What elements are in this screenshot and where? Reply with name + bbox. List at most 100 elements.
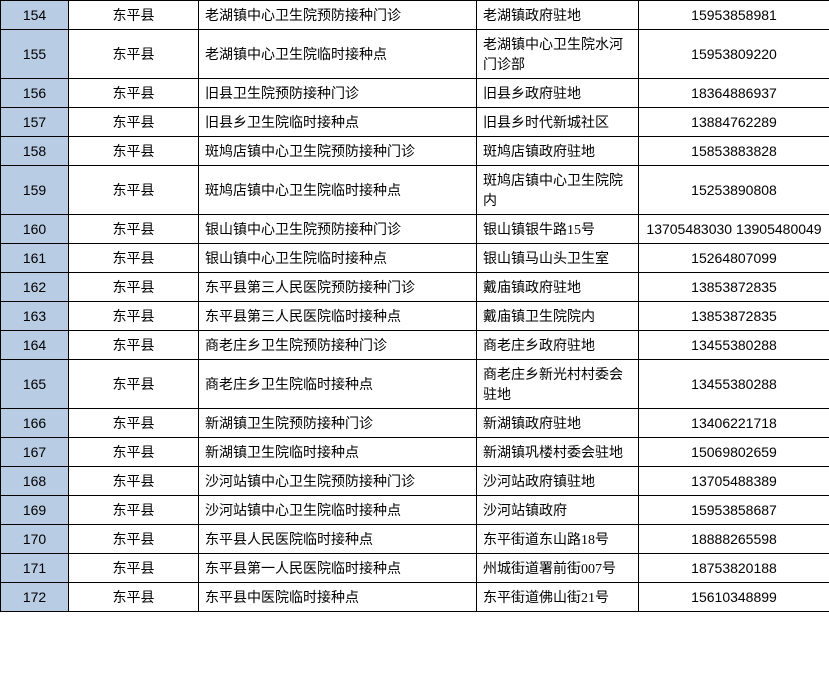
table-row: 169东平县沙河站镇中心卫生院临时接种点沙河站镇政府15953858687	[1, 496, 829, 525]
row-address: 商老庄乡新光村村委会驻地	[477, 360, 639, 409]
row-index: 170	[1, 525, 69, 554]
row-address: 沙河站政府镇驻地	[477, 467, 639, 496]
row-county: 东平县	[69, 360, 199, 409]
row-phone: 13455380288	[639, 360, 829, 409]
row-facility: 东平县第三人民医院预防接种门诊	[199, 273, 477, 302]
row-address: 沙河站镇政府	[477, 496, 639, 525]
row-phone: 15853883828	[639, 137, 829, 166]
row-facility: 新湖镇卫生院预防接种门诊	[199, 409, 477, 438]
row-facility: 斑鸠店镇中心卫生院预防接种门诊	[199, 137, 477, 166]
row-index: 162	[1, 273, 69, 302]
row-index: 164	[1, 331, 69, 360]
row-address: 新湖镇巩楼村委会驻地	[477, 438, 639, 467]
table-row: 162东平县东平县第三人民医院预防接种门诊戴庙镇政府驻地13853872835	[1, 273, 829, 302]
row-phone: 13853872835	[639, 273, 829, 302]
row-address: 斑鸠店镇中心卫生院院内	[477, 166, 639, 215]
row-index: 172	[1, 583, 69, 612]
row-phone: 15953809220	[639, 30, 829, 79]
row-index: 166	[1, 409, 69, 438]
table-row: 160东平县银山镇中心卫生院预防接种门诊银山镇银牛路15号13705483030…	[1, 215, 829, 244]
row-phone: 13705488389	[639, 467, 829, 496]
table-row: 159东平县斑鸠店镇中心卫生院临时接种点斑鸠店镇中心卫生院院内152538908…	[1, 166, 829, 215]
row-address: 州城街道署前街007号	[477, 554, 639, 583]
row-address: 东平街道东山路18号	[477, 525, 639, 554]
row-index: 155	[1, 30, 69, 79]
table-row: 154东平县老湖镇中心卫生院预防接种门诊老湖镇政府驻地15953858981	[1, 1, 829, 30]
row-address: 老湖镇中心卫生院水河门诊部	[477, 30, 639, 79]
row-facility: 老湖镇中心卫生院临时接种点	[199, 30, 477, 79]
table-row: 158东平县斑鸠店镇中心卫生院预防接种门诊斑鸠店镇政府驻地15853883828	[1, 137, 829, 166]
vaccination-sites-table: 154东平县老湖镇中心卫生院预防接种门诊老湖镇政府驻地1595385898115…	[0, 0, 829, 612]
row-phone: 18888265598	[639, 525, 829, 554]
row-facility: 新湖镇卫生院临时接种点	[199, 438, 477, 467]
row-index: 165	[1, 360, 69, 409]
row-facility: 东平县人民医院临时接种点	[199, 525, 477, 554]
table-row: 157东平县旧县乡卫生院临时接种点旧县乡时代新城社区13884762289	[1, 108, 829, 137]
row-facility: 旧县卫生院预防接种门诊	[199, 79, 477, 108]
row-county: 东平县	[69, 108, 199, 137]
row-facility: 东平县第三人民医院临时接种点	[199, 302, 477, 331]
table-row: 164东平县商老庄乡卫生院预防接种门诊商老庄乡政府驻地13455380288	[1, 331, 829, 360]
table-row: 170东平县东平县人民医院临时接种点东平街道东山路18号18888265598	[1, 525, 829, 554]
row-phone: 18753820188	[639, 554, 829, 583]
row-county: 东平县	[69, 438, 199, 467]
row-address: 戴庙镇卫生院院内	[477, 302, 639, 331]
table-row: 155东平县老湖镇中心卫生院临时接种点老湖镇中心卫生院水河门诊部15953809…	[1, 30, 829, 79]
row-phone: 13406221718	[639, 409, 829, 438]
row-index: 167	[1, 438, 69, 467]
row-county: 东平县	[69, 215, 199, 244]
row-address: 老湖镇政府驻地	[477, 1, 639, 30]
row-facility: 东平县中医院临时接种点	[199, 583, 477, 612]
row-facility: 沙河站镇中心卫生院临时接种点	[199, 496, 477, 525]
row-address: 商老庄乡政府驻地	[477, 331, 639, 360]
row-index: 157	[1, 108, 69, 137]
row-address: 新湖镇政府驻地	[477, 409, 639, 438]
table-row: 161东平县银山镇中心卫生院临时接种点银山镇马山头卫生室15264807099	[1, 244, 829, 273]
row-index: 158	[1, 137, 69, 166]
table-row: 172东平县东平县中医院临时接种点东平街道佛山街21号15610348899	[1, 583, 829, 612]
row-phone: 15253890808	[639, 166, 829, 215]
row-index: 168	[1, 467, 69, 496]
row-county: 东平县	[69, 137, 199, 166]
row-address: 旧县乡政府驻地	[477, 79, 639, 108]
row-index: 163	[1, 302, 69, 331]
row-phone: 15953858981	[639, 1, 829, 30]
row-address: 旧县乡时代新城社区	[477, 108, 639, 137]
row-facility: 银山镇中心卫生院临时接种点	[199, 244, 477, 273]
table-row: 171东平县东平县第一人民医院临时接种点州城街道署前街007号187538201…	[1, 554, 829, 583]
row-phone: 13853872835	[639, 302, 829, 331]
row-county: 东平县	[69, 467, 199, 496]
table-row: 168东平县沙河站镇中心卫生院预防接种门诊沙河站政府镇驻地13705488389	[1, 467, 829, 496]
row-index: 159	[1, 166, 69, 215]
row-facility: 老湖镇中心卫生院预防接种门诊	[199, 1, 477, 30]
row-index: 160	[1, 215, 69, 244]
row-index: 161	[1, 244, 69, 273]
table-row: 165东平县商老庄乡卫生院临时接种点商老庄乡新光村村委会驻地1345538028…	[1, 360, 829, 409]
row-facility: 商老庄乡卫生院预防接种门诊	[199, 331, 477, 360]
row-phone: 15264807099	[639, 244, 829, 273]
table-row: 167东平县新湖镇卫生院临时接种点新湖镇巩楼村委会驻地15069802659	[1, 438, 829, 467]
table-row: 163东平县东平县第三人民医院临时接种点戴庙镇卫生院院内13853872835	[1, 302, 829, 331]
row-phone: 13455380288	[639, 331, 829, 360]
row-phone: 13705483030 13905480049	[639, 215, 829, 244]
row-phone: 15610348899	[639, 583, 829, 612]
row-county: 东平县	[69, 302, 199, 331]
row-facility: 沙河站镇中心卫生院预防接种门诊	[199, 467, 477, 496]
row-county: 东平县	[69, 583, 199, 612]
row-address: 银山镇银牛路15号	[477, 215, 639, 244]
row-county: 东平县	[69, 30, 199, 79]
row-address: 斑鸠店镇政府驻地	[477, 137, 639, 166]
row-facility: 商老庄乡卫生院临时接种点	[199, 360, 477, 409]
row-address: 银山镇马山头卫生室	[477, 244, 639, 273]
row-phone: 13884762289	[639, 108, 829, 137]
row-county: 东平县	[69, 273, 199, 302]
table-row: 156东平县旧县卫生院预防接种门诊旧县乡政府驻地18364886937	[1, 79, 829, 108]
row-phone: 15069802659	[639, 438, 829, 467]
row-index: 154	[1, 1, 69, 30]
row-county: 东平县	[69, 79, 199, 108]
row-index: 156	[1, 79, 69, 108]
row-facility: 东平县第一人民医院临时接种点	[199, 554, 477, 583]
row-county: 东平县	[69, 331, 199, 360]
row-phone: 15953858687	[639, 496, 829, 525]
row-facility: 银山镇中心卫生院预防接种门诊	[199, 215, 477, 244]
